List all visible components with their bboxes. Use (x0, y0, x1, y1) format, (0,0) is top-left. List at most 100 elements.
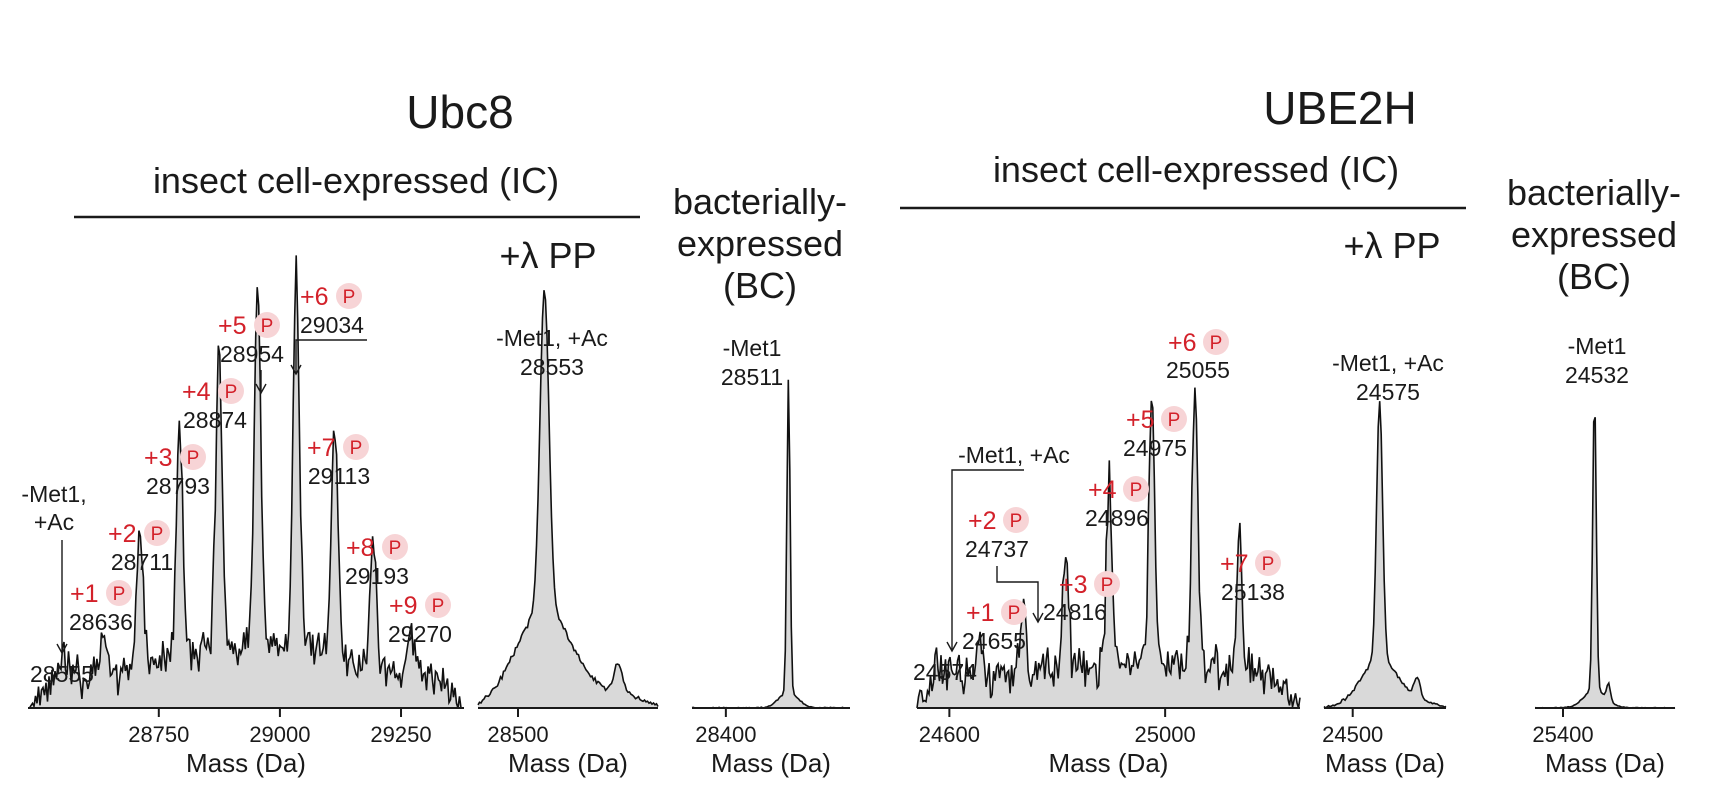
ubc8-peak-28954: 28954 (220, 341, 284, 367)
ubc8-bc-header-line3: (BC) (723, 265, 797, 306)
ubc8-ic-spectrum: 28750 29000 29250 Mass (Da) (28, 255, 464, 778)
ubc8-peak-28874: 28874 (183, 407, 247, 433)
spectrum-fill-5 (1535, 417, 1675, 708)
ubc8-met1-label-line2: +Ac (34, 509, 74, 535)
spectrum-trace-3 (916, 387, 1301, 709)
ube2h-p4-badge (1123, 476, 1149, 502)
ubc8-p5-badge (254, 312, 280, 338)
ubc8-peak-28636: 28636 (69, 609, 133, 635)
ubc8-p1-letter: P (113, 584, 126, 605)
ube2h-bc-peak-label-line1: -Met1 (1568, 333, 1627, 359)
ube2h-p5-badge (1161, 406, 1187, 432)
ubc8-p3-badge (180, 444, 206, 470)
ube2h-p2-leader (996, 566, 1039, 621)
ubc8-p6-letter: P (343, 287, 356, 308)
spectrum-trace-2 (691, 379, 850, 709)
ubc8-p2-badge (144, 520, 170, 546)
x-tick-label-3-25000: 25000 (1135, 722, 1196, 747)
x-tick-label-4-24500: 24500 (1322, 722, 1383, 747)
ubc8-p1-count: +1 (70, 580, 99, 608)
ube2h-pp-label: +λ PP (1343, 225, 1440, 266)
ubc8-p4-badge (218, 378, 244, 404)
ube2h-p6-badge (1203, 329, 1229, 355)
ube2h-pp-peak-label-line2: 24575 (1356, 379, 1420, 405)
ube2h-bc-peak-label-line2: 24532 (1565, 362, 1629, 388)
ube2h-bc-header-line2: expressed (1511, 214, 1677, 255)
ubc8-peak-29193: 29193 (345, 563, 409, 589)
ubc8-met1-arrowhead (56, 643, 68, 655)
ubc8-title: Ubc8 (406, 86, 513, 138)
ubc8-p3-letter: P (187, 448, 200, 469)
x-tick-label-3-24600: 24600 (919, 722, 980, 747)
ubc8-p2-letter: P (151, 524, 164, 545)
ube2h-p4-letter: P (1130, 480, 1143, 501)
spectrum-trace-0 (28, 255, 464, 709)
ubc8-p2-count: +2 (108, 520, 137, 548)
ube2h-peak-24574: 24574 (913, 659, 977, 685)
ubc8-p4-count: +4 (182, 378, 211, 406)
ubc8-bc-peak-label-line1: -Met1 (723, 335, 782, 361)
ubc8-peak-29270: 29270 (388, 621, 452, 647)
spectrum-trace-5 (1534, 416, 1676, 709)
ubc8-peak-28555: 28555 (30, 661, 94, 687)
ubc8-bc-peak-label-line2: 28511 (721, 364, 783, 390)
ube2h-peak-24975: 24975 (1123, 435, 1187, 461)
ubc8-p3-count: +3 (144, 444, 173, 472)
x-axis-label-3: Mass (Da) (1049, 748, 1169, 778)
spectrum-fill-4 (1324, 401, 1446, 708)
ubc8-p9-count: +9 (389, 592, 418, 620)
ube2h-p7-letter: P (1262, 554, 1275, 575)
ube2h-p7-count: +7 (1220, 550, 1249, 578)
ubc8-p8-badge (382, 534, 408, 560)
ube2h-met1-label: -Met1, +Ac (958, 442, 1070, 468)
ube2h-p2-letter: P (1010, 511, 1023, 532)
ube2h-p3-count: +3 (1059, 571, 1088, 599)
spectrum-fill-3 (917, 387, 1300, 708)
ube2h-peak-25138: 25138 (1221, 579, 1285, 605)
x-axis-label-2: Mass (Da) (711, 748, 831, 778)
ube2h-bc-header-line3: (BC) (1557, 256, 1631, 297)
ube2h-p2-badge (1003, 507, 1029, 533)
ubc8-p7-badge (343, 434, 369, 460)
ube2h-title: UBE2H (1263, 82, 1416, 134)
ubc8-bc-header-line1: bacterially- (673, 181, 847, 222)
ube2h-peak-25055: 25055 (1166, 357, 1230, 383)
ube2h-p3-badge (1094, 571, 1120, 597)
ubc8-peak-29113: 29113 (308, 463, 370, 489)
ube2h-p4-count: +4 (1088, 476, 1117, 504)
spectrum-trace-1 (477, 290, 659, 707)
ube2h-ic-header: insect cell-expressed (IC) (993, 149, 1399, 190)
ubc8-p6-leader (295, 339, 367, 373)
x-tick-label-0-29000: 29000 (249, 722, 310, 747)
x-tick-label-2-28400: 28400 (695, 722, 756, 747)
ubc8-p1-badge (106, 580, 132, 606)
ube2h-p6-letter: P (1210, 333, 1223, 354)
ubc8-p7-letter: P (350, 438, 363, 459)
spectrum-fill-0 (28, 255, 464, 708)
x-axis-label-0: Mass (Da) (186, 748, 306, 778)
ube2h-peak-24737: 24737 (965, 536, 1029, 562)
ubc8-peak-29034: 29034 (300, 312, 364, 338)
ube2h-p3-letter: P (1101, 575, 1114, 596)
x-tick-label-0-28750: 28750 (128, 722, 189, 747)
ubc8-p4-letter: P (225, 382, 238, 403)
x-axis-label-5: Mass (Da) (1545, 748, 1665, 778)
ubc8-ic-header: insect cell-expressed (IC) (153, 160, 559, 201)
ubc8-p9-letter: P (432, 596, 445, 617)
ubc8-p6-count: +6 (300, 283, 329, 311)
x-axis-label-4: Mass (Da) (1325, 748, 1445, 778)
ube2h-peak-24816: 24816 (1043, 599, 1107, 625)
ube2h-peak-24896: 24896 (1085, 505, 1149, 531)
ubc8-p5-letter: P (261, 316, 274, 337)
ubc8-pp-peak-label-line1: -Met1, +Ac (496, 325, 608, 351)
ube2h-p2-count: +2 (968, 507, 997, 535)
ubc8-p5-count: +5 (218, 312, 247, 340)
x-tick-label-0-29250: 29250 (370, 722, 431, 747)
spectrum-fill-2 (692, 379, 850, 708)
ube2h-p7-badge (1255, 550, 1281, 576)
ube2h-p6-count: +6 (1168, 329, 1197, 357)
x-tick-label-1-28500: 28500 (487, 722, 548, 747)
